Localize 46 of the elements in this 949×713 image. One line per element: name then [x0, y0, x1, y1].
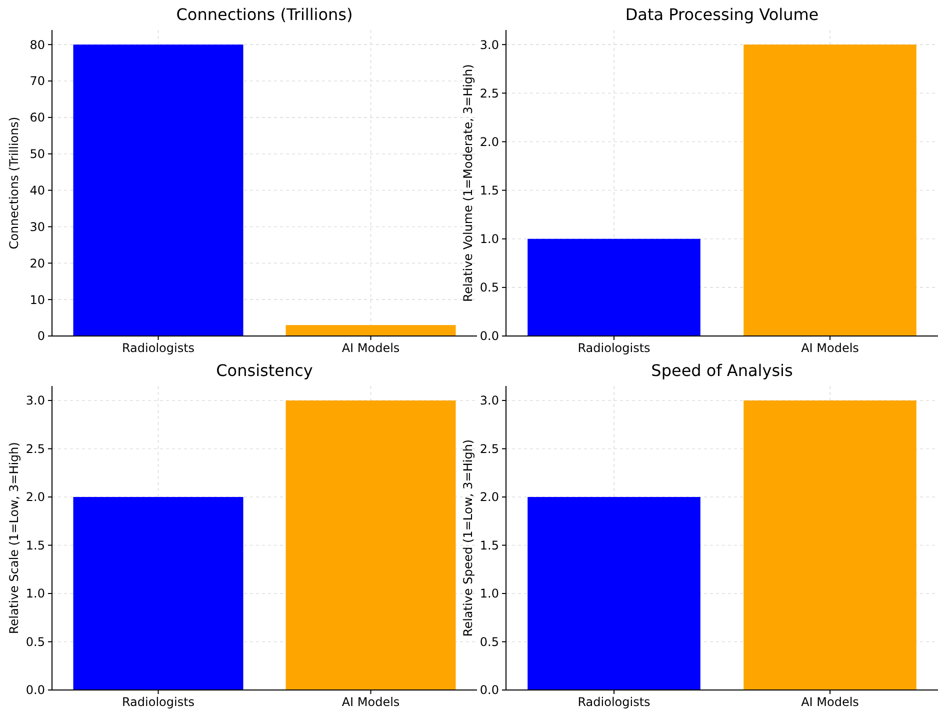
- chart-title: Speed of Analysis: [651, 361, 793, 380]
- y-tick-label: 80: [30, 38, 45, 52]
- y-tick-label: 0: [37, 329, 45, 344]
- y-tick-label: 0.5: [480, 280, 499, 295]
- y-tick-label: 1.5: [480, 538, 499, 552]
- y-tick-label: 2.5: [480, 86, 499, 100]
- y-tick-label: 20: [30, 256, 45, 270]
- chart-title: Connections (Trillions): [176, 5, 353, 24]
- y-tick-label: 2.5: [480, 442, 499, 456]
- y-tick-label: 3.0: [480, 38, 499, 52]
- chart-title: Data Processing Volume: [625, 5, 819, 24]
- y-tick-label: 1.5: [480, 183, 499, 198]
- chart-title: Consistency: [216, 361, 313, 380]
- y-tick-label: 0.0: [480, 329, 499, 344]
- x-tick-label: AI Models: [801, 341, 859, 355]
- y-tick-label: 1.0: [480, 586, 499, 601]
- y-axis-title: Relative Volume (1=Moderate, 3=High): [461, 64, 475, 302]
- y-tick-label: 50: [30, 147, 45, 162]
- y-tick-label: 1.0: [480, 232, 499, 246]
- y-tick-label: 1.5: [26, 538, 45, 552]
- y-tick-label: 0.0: [26, 683, 45, 698]
- x-tick-label: Radiologists: [578, 695, 650, 709]
- x-tick-label: AI Models: [342, 695, 400, 709]
- x-tick-label: AI Models: [342, 341, 400, 355]
- y-tick-label: 3.0: [26, 394, 45, 408]
- y-tick-label: 1.0: [26, 586, 45, 601]
- y-tick-label: 60: [30, 110, 45, 125]
- x-tick-label: Radiologists: [122, 695, 195, 709]
- y-tick-label: 30: [30, 220, 45, 234]
- y-tick-label: 10: [30, 292, 45, 307]
- y-tick-label: 0.0: [480, 683, 499, 698]
- y-tick-label: 2.0: [480, 490, 499, 504]
- y-tick-label: 40: [30, 183, 45, 198]
- y-axis-title: Relative Scale (1=Low, 3=High): [7, 442, 21, 634]
- y-tick-label: 70: [30, 74, 45, 88]
- y-tick-label: 2.0: [480, 134, 499, 149]
- y-tick-label: 3.0: [480, 394, 499, 408]
- y-tick-label: 2.5: [26, 442, 45, 456]
- y-axis-title: Relative Speed (1=Low, 3=High): [461, 439, 475, 637]
- y-tick-label: 2.0: [26, 490, 45, 504]
- y-tick-label: 0.5: [480, 634, 499, 649]
- x-tick-label: AI Models: [801, 695, 859, 709]
- y-axis-title: Connections (Trillions): [7, 116, 21, 250]
- x-tick-label: Radiologists: [578, 341, 650, 355]
- x-tick-label: Radiologists: [122, 341, 195, 355]
- y-tick-label: 0.5: [26, 634, 45, 649]
